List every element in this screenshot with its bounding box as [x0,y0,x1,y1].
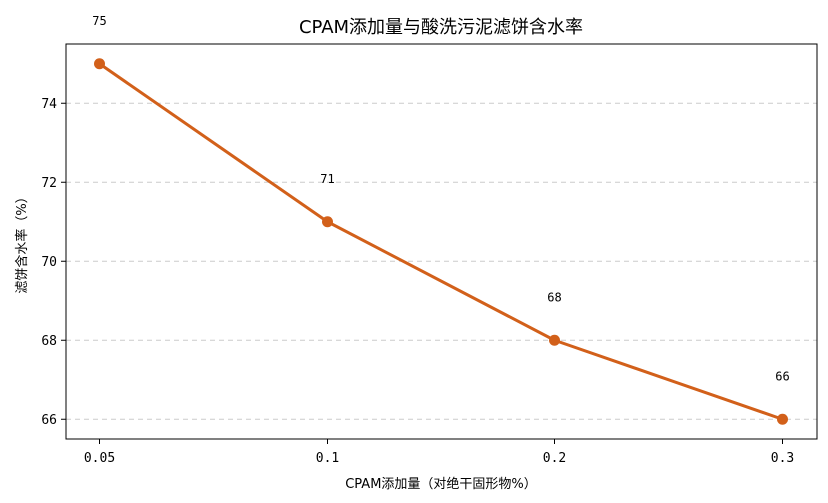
y-tick-label: 72 [41,176,57,191]
chart-title: CPAM添加量与酸洗污泥滤饼含水率 [299,17,583,38]
y-tick-label: 68 [41,334,57,349]
y-tick-label: 74 [41,97,57,112]
x-tick-label: 0.3 [771,451,794,466]
y-tick-label: 66 [41,413,57,428]
x-tick-label: 0.05 [84,451,115,466]
x-axis-label: CPAM添加量（对绝干固形物%） [345,476,537,492]
data-point [777,413,788,425]
y-tick-label: 70 [41,255,57,270]
x-tick-label: 0.2 [543,451,566,466]
y-axis-label: 滤饼含水率（%） [14,190,30,293]
data-label: 66 [775,369,789,383]
data-point [94,58,105,70]
y-axis: 66 68 70 72 74 [41,97,66,428]
data-label: 71 [320,172,334,186]
grid [66,102,817,420]
x-tick-label: 0.1 [316,451,339,466]
data-points [94,58,788,425]
data-point [549,334,560,346]
x-axis: 0.05 0.1 0.2 0.3 [84,439,794,466]
data-labels: 75 71 68 66 [92,14,789,384]
series-line [98,62,784,421]
data-point [322,216,333,228]
data-label: 68 [547,290,561,304]
plot-frame [65,43,818,440]
data-label: 75 [92,14,106,28]
